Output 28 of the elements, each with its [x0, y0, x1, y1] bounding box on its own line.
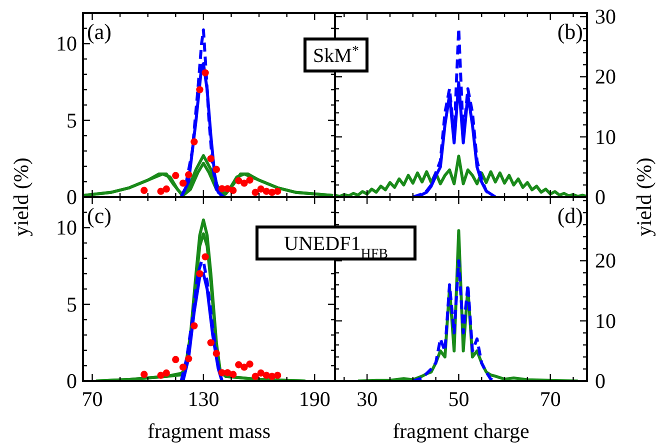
y-tick-label: 20: [595, 248, 616, 273]
y-tick-label: 10: [595, 308, 616, 333]
y-axis-title: yield (%): [9, 158, 33, 236]
y-tick-label: 0: [66, 185, 77, 209]
annotation: (a): [87, 19, 112, 44]
y-tick-label: 30: [595, 4, 616, 29]
y-tick-label: 5: [66, 292, 77, 316]
x-tick-label: 30: [356, 387, 378, 411]
x-tick-label: 50: [448, 387, 470, 411]
x-axis-title: fragment charge: [392, 419, 530, 443]
x-tick-label: 70: [82, 387, 103, 411]
x-tick-label: 190: [298, 387, 330, 411]
y-tick-label: 0: [66, 369, 77, 393]
y-tick-label: 10: [56, 32, 77, 56]
x-tick-label: 130: [188, 387, 220, 411]
annotation: (b): [557, 19, 583, 44]
y-tick-label: 20: [595, 64, 616, 89]
x-axis-title: fragment mass: [147, 419, 271, 443]
y-tick-label: 10: [595, 124, 616, 149]
y-axis-title: yield (%): [632, 158, 656, 236]
x-tick-label: 70: [540, 387, 561, 411]
y-tick-label: 5: [66, 108, 77, 132]
annotation: SkM$^{*}$: [313, 44, 359, 67]
y-tick-label: 0: [595, 369, 606, 393]
y-tick-label: 0: [595, 185, 606, 209]
annotation: (d): [557, 203, 583, 228]
annotation: (c): [87, 203, 112, 228]
y-tick-label: 10: [56, 216, 77, 240]
